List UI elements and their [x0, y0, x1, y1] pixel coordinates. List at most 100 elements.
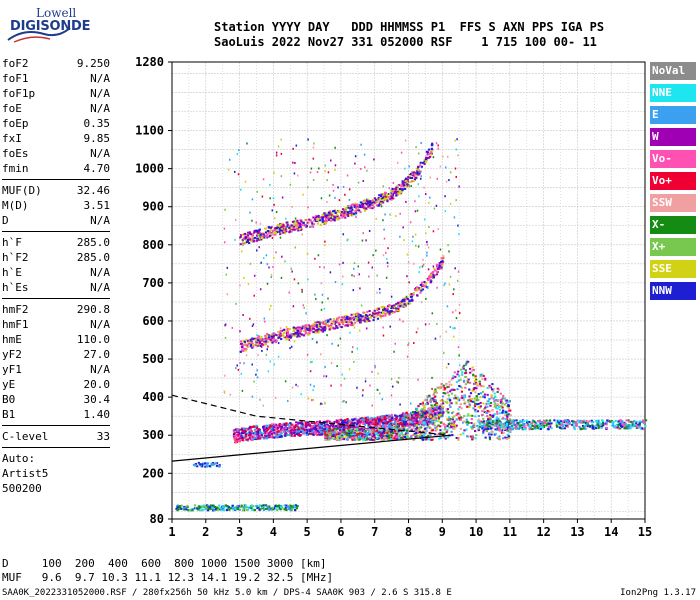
echo-point [505, 402, 508, 405]
echo-point [297, 229, 300, 232]
echo-point [300, 427, 303, 430]
echo-point [330, 434, 334, 437]
y-tick-label: 80 [150, 512, 164, 526]
echo-point [578, 425, 581, 428]
echo-point [446, 402, 449, 405]
echo-point [441, 258, 444, 261]
echo-point [617, 423, 620, 426]
echo-point [397, 425, 400, 428]
echo-point [426, 157, 429, 160]
echo-point [317, 216, 320, 219]
echo-point [416, 409, 419, 412]
echo-point [312, 331, 315, 334]
echo-point [345, 422, 348, 425]
echo-point [239, 243, 242, 246]
echo-point [357, 316, 360, 319]
echo-point [498, 419, 501, 422]
echo-point [371, 198, 374, 201]
echo-point [397, 430, 400, 433]
echo-point [268, 234, 272, 237]
echo-point [403, 413, 406, 416]
echo-point [477, 393, 480, 396]
echo-point [279, 329, 282, 332]
echo-point [455, 381, 459, 384]
echo-point [294, 509, 297, 512]
echo-point [327, 431, 330, 434]
echo-point [457, 370, 460, 373]
echo-point [436, 403, 439, 406]
echo-point [373, 309, 376, 312]
param-name: foF2 [2, 57, 29, 70]
echo-point [404, 181, 407, 184]
echo-point [519, 426, 522, 429]
echo-point [463, 415, 466, 418]
echo-point [329, 424, 333, 427]
echo-point [632, 425, 635, 428]
echo-point [471, 435, 474, 438]
echo-point [278, 431, 281, 434]
echo-point [308, 430, 311, 433]
echo-point [245, 240, 248, 243]
echo-point [497, 421, 500, 424]
echo-point [337, 421, 340, 424]
echo-point [421, 417, 425, 420]
echo-point [377, 415, 381, 418]
echo-point [237, 434, 240, 437]
echo-point [529, 427, 532, 430]
echo-point [431, 144, 434, 147]
echo-point [368, 436, 372, 439]
echo-point [202, 508, 205, 511]
echo-point [412, 293, 415, 296]
echo-point [470, 425, 473, 428]
echo-point [475, 395, 478, 398]
echo-point [392, 195, 395, 198]
echo-point [347, 317, 351, 320]
echo-point [407, 417, 410, 420]
echo-point [315, 325, 319, 328]
echo-point [286, 329, 289, 332]
echo-point [507, 421, 510, 424]
echo-point [352, 436, 355, 439]
echo-point [419, 435, 422, 438]
echo-point [469, 435, 472, 438]
autoscale-l3: 500200 [2, 482, 42, 495]
echo-point [423, 158, 427, 161]
echo-point [318, 426, 322, 429]
echo-point [490, 397, 493, 400]
echo-point [597, 425, 600, 428]
param-value: 27.0 [83, 348, 111, 361]
echo-point [519, 419, 522, 422]
param-name: h`E [2, 266, 22, 279]
echo-point [398, 419, 402, 422]
echo-point [370, 428, 373, 431]
echo-point [494, 428, 497, 431]
echo-point [426, 401, 429, 404]
echo-point [296, 427, 299, 430]
echo-point [415, 407, 418, 410]
echo-point [381, 192, 384, 195]
echo-point [432, 423, 435, 426]
echo-point [470, 418, 473, 421]
echo-point [438, 415, 441, 418]
echo-point [296, 433, 299, 436]
echo-point [292, 424, 296, 427]
echo-point [282, 332, 286, 335]
echo-point [421, 285, 424, 288]
echo-point [427, 153, 430, 156]
echo-point [425, 403, 428, 406]
echo-point [561, 420, 564, 423]
echo-point [455, 402, 458, 405]
echo-point [279, 435, 282, 438]
echo-point [268, 426, 271, 429]
echo-point [286, 429, 290, 432]
echo-point [319, 223, 322, 226]
echo-point [275, 436, 278, 439]
echo-point [311, 327, 315, 330]
echo-point [459, 433, 462, 436]
echo-point [352, 212, 355, 215]
echo-point [502, 431, 505, 434]
echo-point [380, 436, 383, 439]
echo-point [346, 324, 349, 327]
echo-point [340, 433, 343, 436]
echo-point [256, 237, 259, 240]
